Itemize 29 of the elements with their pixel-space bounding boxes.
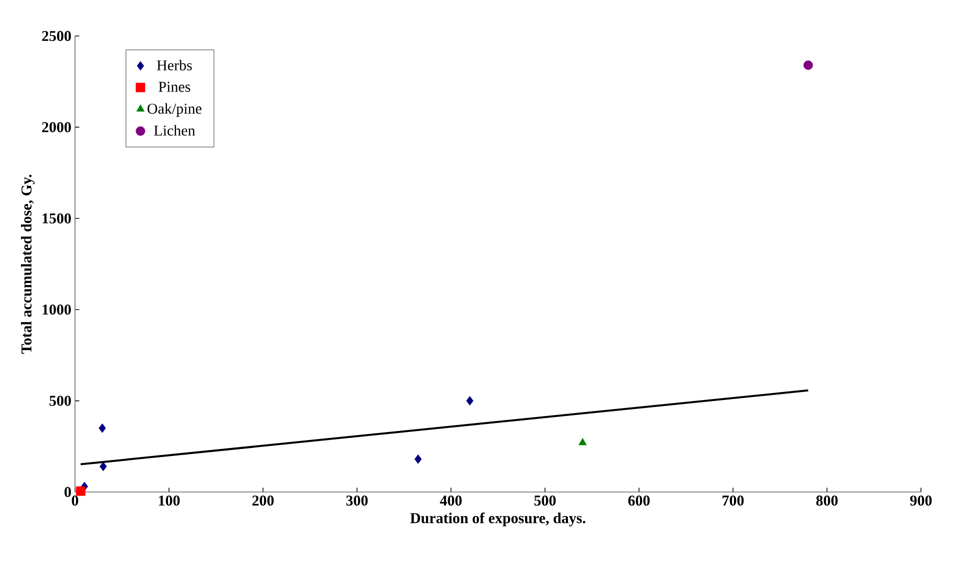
y-axis-title: Total accumulated dose, Gy. bbox=[20, 174, 35, 354]
point bbox=[578, 438, 587, 446]
legend-label: Herbs bbox=[156, 60, 192, 70]
y-tick-label: 2000 bbox=[42, 122, 71, 132]
x-axis-title: Duration of exposure, days. bbox=[410, 512, 586, 526]
x-tick-label: 700 bbox=[722, 496, 744, 506]
y-tick-label: 2500 bbox=[42, 30, 71, 42]
point bbox=[98, 423, 106, 433]
x-tick-label: 800 bbox=[816, 496, 838, 506]
legend-label: Oak/pine bbox=[148, 103, 202, 117]
x-tick-label: 200 bbox=[252, 496, 274, 506]
x-tick-label: 100 bbox=[158, 496, 180, 506]
point bbox=[414, 454, 422, 464]
legend-label: Lichen bbox=[154, 125, 196, 136]
point bbox=[100, 462, 107, 472]
point bbox=[466, 396, 474, 406]
y-tick-label: 500 bbox=[50, 396, 71, 406]
point bbox=[803, 60, 813, 70]
x-tick-label: 900 bbox=[910, 496, 932, 506]
x-tick-label: 400 bbox=[440, 496, 462, 506]
x-tick-label: 300 bbox=[346, 496, 368, 506]
y-tick-label: 1500 bbox=[42, 213, 71, 224]
y-tick-label: 1000 bbox=[42, 304, 71, 315]
x-tick-label: 500 bbox=[534, 496, 556, 506]
legend-label: Pines bbox=[158, 82, 190, 92]
point bbox=[76, 486, 86, 496]
y-tick-label: 0 bbox=[64, 486, 71, 498]
x-tick-label: 600 bbox=[628, 496, 650, 506]
x-tick-label: 0 bbox=[72, 496, 78, 506]
